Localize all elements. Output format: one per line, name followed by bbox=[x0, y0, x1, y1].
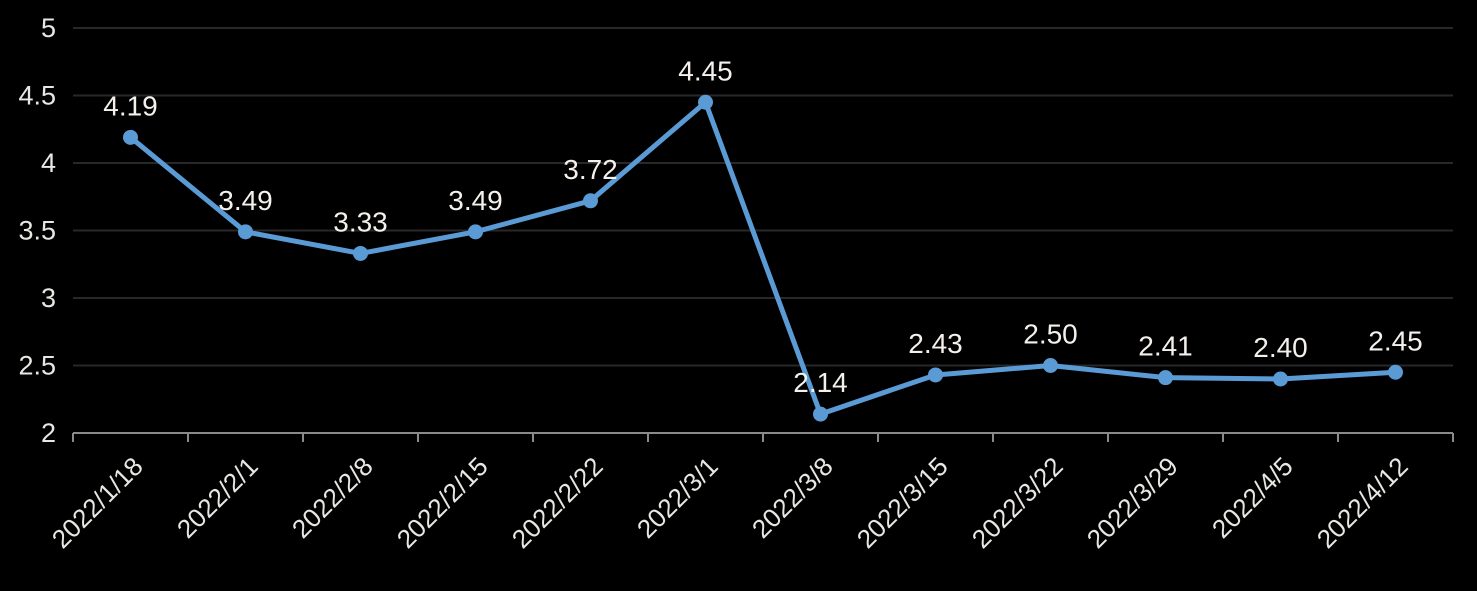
data-point-marker bbox=[698, 94, 713, 110]
x-tick-label: 2022/3/29 bbox=[1081, 451, 1184, 554]
data-point-marker bbox=[1158, 370, 1173, 386]
y-tick-label: 3 bbox=[41, 283, 56, 313]
data-point-marker bbox=[123, 129, 138, 145]
y-tick-label: 4.5 bbox=[18, 81, 56, 111]
data-label: 4.19 bbox=[103, 90, 158, 121]
data-label: 2.14 bbox=[793, 367, 848, 398]
data-point-marker bbox=[1388, 364, 1403, 380]
data-label: 3.49 bbox=[448, 185, 503, 216]
x-tick-label: 2022/4/12 bbox=[1311, 451, 1414, 554]
data-point-marker bbox=[813, 406, 828, 422]
y-tick-label: 4 bbox=[41, 148, 56, 178]
y-tick-label: 2.5 bbox=[18, 351, 56, 381]
y-tick-label: 3.5 bbox=[18, 216, 56, 246]
x-tick-label: 2022/2/1 bbox=[171, 451, 264, 544]
x-tick-label: 2022/3/8 bbox=[746, 451, 839, 544]
data-label: 2.41 bbox=[1138, 331, 1193, 362]
data-point-marker bbox=[353, 245, 368, 261]
data-point-marker bbox=[468, 224, 483, 240]
y-tick-label: 2 bbox=[41, 418, 56, 448]
x-tick-label: 2022/2/22 bbox=[506, 451, 609, 554]
x-tick-label: 2022/3/15 bbox=[851, 451, 954, 554]
data-point-marker bbox=[1273, 371, 1288, 387]
x-tick-label: 2022/3/22 bbox=[966, 451, 1069, 554]
x-tick-label: 2022/2/15 bbox=[391, 451, 494, 554]
data-label: 2.40 bbox=[1253, 332, 1308, 363]
data-label: 3.33 bbox=[333, 206, 388, 237]
x-tick-label: 2022/2/8 bbox=[286, 451, 379, 544]
data-label: 3.49 bbox=[218, 185, 273, 216]
data-label: 2.45 bbox=[1368, 325, 1423, 356]
data-label: 3.72 bbox=[563, 154, 618, 185]
data-label: 4.45 bbox=[678, 55, 733, 86]
data-point-marker bbox=[928, 367, 943, 383]
x-tick-label: 2022/1/18 bbox=[46, 451, 149, 554]
y-tick-label: 5 bbox=[41, 13, 56, 43]
series-line bbox=[128, 99, 1398, 417]
x-tick-label: 2022/3/1 bbox=[631, 451, 724, 544]
data-point-marker bbox=[583, 193, 598, 209]
data-point-marker bbox=[1043, 358, 1058, 373]
data-point-marker bbox=[238, 224, 253, 240]
data-label: 2.43 bbox=[908, 328, 963, 359]
x-tick-label: 2022/4/5 bbox=[1206, 451, 1299, 544]
data-label: 2.50 bbox=[1023, 319, 1078, 350]
